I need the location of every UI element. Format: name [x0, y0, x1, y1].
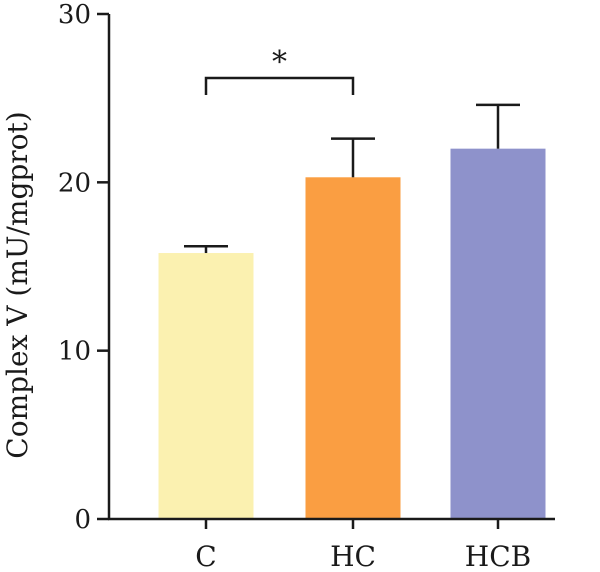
x-category-label-hcb: HCB: [465, 540, 531, 572]
y-tick-label-10: 10: [58, 337, 91, 367]
significance-bracket: [204, 76, 355, 95]
y-tick-label-20: 20: [58, 168, 91, 198]
y-tick-label-30: 30: [58, 0, 91, 30]
axes-layer: [97, 12, 555, 529]
bar-hc: [305, 177, 401, 520]
bars-layer: [158, 148, 546, 520]
x-category-label-c: C: [195, 540, 216, 572]
bar-c: [158, 253, 254, 520]
y-tick-label-0: 0: [74, 505, 91, 535]
labels-layer: 0 10 20 30 C HC HCB *: [58, 0, 531, 572]
error-bars-layer: [184, 103, 520, 254]
x-category-label-hc: HC: [330, 540, 376, 572]
significance-marker: *: [272, 45, 287, 80]
bar-hcb: [450, 148, 546, 519]
y-axis-title: Complex V (mU/mgprot): [1, 111, 34, 458]
